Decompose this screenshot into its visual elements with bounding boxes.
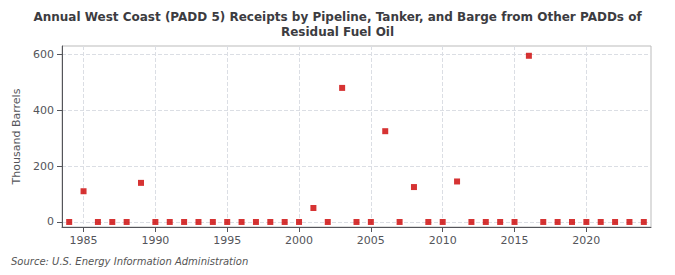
svg-text:600: 600 xyxy=(33,48,54,61)
svg-text:Residual Fuel Oil: Residual Fuel Oil xyxy=(281,25,394,39)
svg-text:Annual West Coast (PADD 5) Rec: Annual West Coast (PADD 5) Receipts by P… xyxy=(33,10,642,24)
svg-text:400: 400 xyxy=(33,104,54,117)
svg-text:Source: U.S. Energy Informatio: Source: U.S. Energy Information Administ… xyxy=(11,256,248,267)
svg-text:Thousand Barrels: Thousand Barrels xyxy=(10,88,23,185)
svg-text:2000: 2000 xyxy=(285,234,313,247)
svg-text:1985: 1985 xyxy=(70,234,98,247)
svg-text:200: 200 xyxy=(33,160,54,173)
svg-text:2005: 2005 xyxy=(357,234,385,247)
svg-text:2020: 2020 xyxy=(572,234,600,247)
svg-text:2010: 2010 xyxy=(429,234,457,247)
svg-text:2015: 2015 xyxy=(501,234,529,247)
svg-text:1995: 1995 xyxy=(213,234,241,247)
svg-text:0: 0 xyxy=(47,215,54,228)
svg-text:1990: 1990 xyxy=(141,234,169,247)
